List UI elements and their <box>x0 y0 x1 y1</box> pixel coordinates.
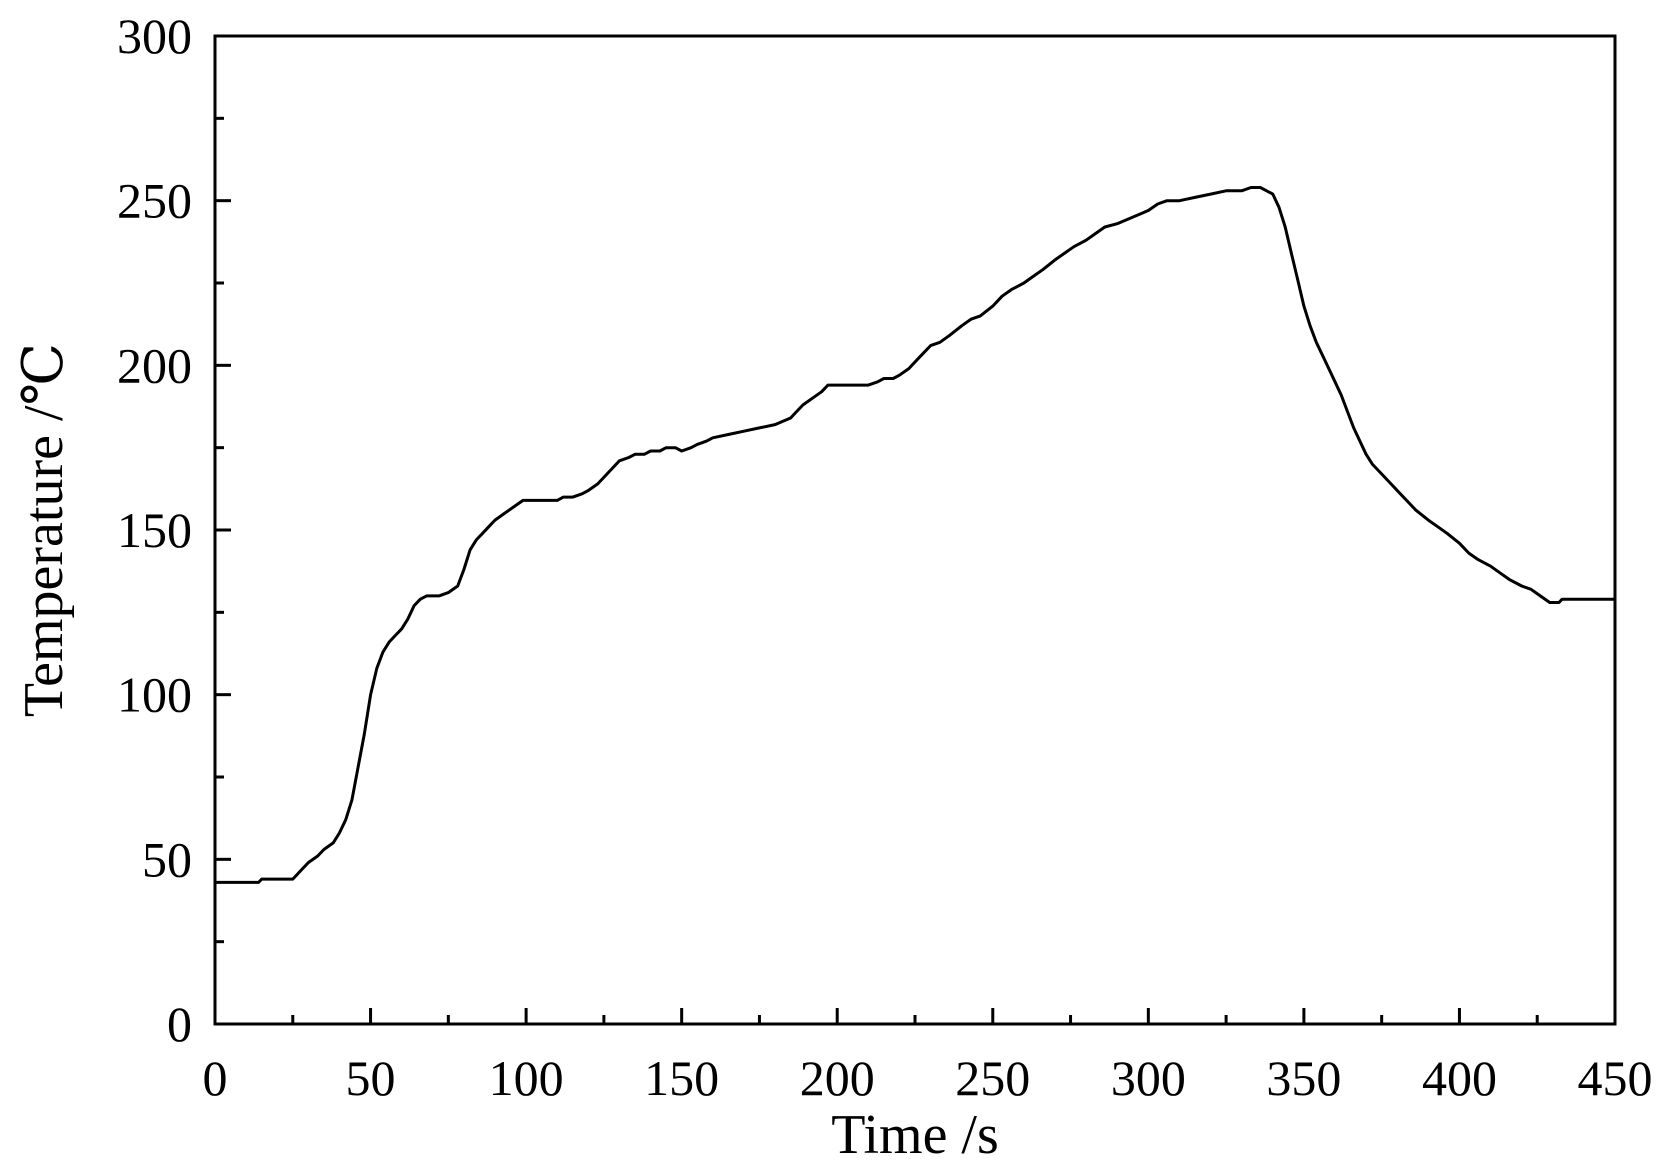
y-tick-label: 0 <box>167 996 192 1052</box>
x-tick-label: 300 <box>1111 1050 1186 1106</box>
y-axis-tick-labels: 0 50 100 150 200 250 300 <box>117 8 192 1052</box>
y-tick-label: 100 <box>117 667 192 723</box>
x-tick-label: 450 <box>1578 1050 1653 1106</box>
y-tick-label: 200 <box>117 337 192 393</box>
x-tick-label: 200 <box>800 1050 875 1106</box>
x-tick-label: 100 <box>489 1050 564 1106</box>
x-tick-label: 250 <box>955 1050 1030 1106</box>
y-tick-label: 150 <box>117 502 192 558</box>
y-axis-title: Temperature /℃ <box>13 343 75 717</box>
x-tick-label: 350 <box>1266 1050 1341 1106</box>
y-tick-label: 50 <box>142 831 192 887</box>
x-axis-title: Time /s <box>831 1104 999 1166</box>
x-tick-label: 50 <box>346 1050 396 1106</box>
y-tick-label: 300 <box>117 8 192 64</box>
x-tick-label: 150 <box>644 1050 719 1106</box>
plot-area-frame <box>213 34 1617 1026</box>
x-tick-label: 400 <box>1422 1050 1497 1106</box>
temperature-series-line <box>213 186 1617 884</box>
x-tick-label: 0 <box>203 1050 228 1106</box>
x-axis-tick-labels: 0 50 100 150 200 250 300 350 400 450 <box>203 1050 1653 1106</box>
y-axis-ticks <box>215 34 231 1026</box>
y-tick-label: 250 <box>117 173 192 229</box>
x-axis-ticks <box>213 1008 1617 1024</box>
